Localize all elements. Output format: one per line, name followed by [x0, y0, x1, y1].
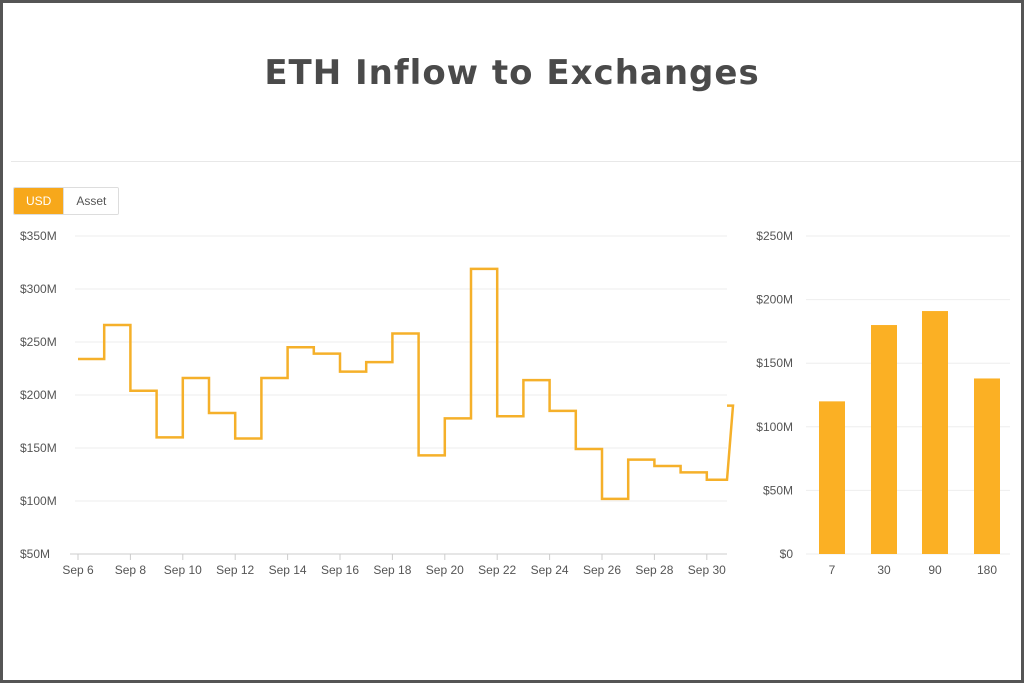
line-x-tick-label: Sep 16: [321, 563, 359, 577]
unit-toggle: USD Asset: [13, 187, 120, 215]
bar-x-tick-label: 7: [829, 563, 836, 577]
bar-180: [974, 378, 1000, 554]
line-x-tick-label: Sep 24: [531, 563, 569, 577]
line-y-tick-label: $250M: [20, 335, 57, 349]
chart-title: ETH Inflow to Exchanges: [264, 53, 760, 93]
bar-30: [871, 325, 897, 554]
bar-7: [819, 401, 845, 554]
bar-y-tick-label: $100M: [756, 420, 793, 434]
inflow-series-line: [78, 267, 735, 501]
bar-y-tick-label: $50M: [763, 483, 793, 497]
bar-y-tick-label: $200M: [756, 293, 793, 307]
line-x-tick-label: Sep 14: [269, 563, 307, 577]
bar-y-tick-label: $150M: [756, 356, 793, 370]
bar-y-tick-label: $250M: [756, 229, 793, 243]
bar-90: [922, 311, 948, 554]
line-x-tick-label: Sep 12: [216, 563, 254, 577]
header-divider: [11, 161, 1021, 162]
bar-x-tick-label: 180: [977, 563, 997, 577]
line-x-tick-label: Sep 22: [478, 563, 516, 577]
line-x-tick-label: Sep 18: [373, 563, 411, 577]
line-y-tick-label: $100M: [20, 494, 57, 508]
line-y-tick-label: $300M: [20, 282, 57, 296]
line-x-tick-label: Sep 30: [688, 563, 726, 577]
line-y-tick-label: $50M: [20, 547, 50, 561]
line-x-tick-label: Sep 6: [62, 563, 94, 577]
asset-toggle-button[interactable]: Asset: [63, 188, 119, 214]
line-y-tick-label: $350M: [20, 229, 57, 243]
line-y-tick-label: $150M: [20, 441, 57, 455]
bar-x-tick-label: 90: [928, 563, 942, 577]
line-x-tick-label: Sep 26: [583, 563, 621, 577]
bar-y-tick-label: $0: [780, 547, 794, 561]
usd-toggle-button[interactable]: USD: [14, 188, 64, 214]
line-y-tick-label: $200M: [20, 388, 57, 402]
line-x-tick-label: Sep 10: [164, 563, 202, 577]
line-x-tick-label: Sep 8: [115, 563, 147, 577]
line-x-tick-label: Sep 20: [426, 563, 464, 577]
line-x-tick-label: Sep 28: [635, 563, 673, 577]
bar-x-tick-label: 30: [877, 563, 891, 577]
